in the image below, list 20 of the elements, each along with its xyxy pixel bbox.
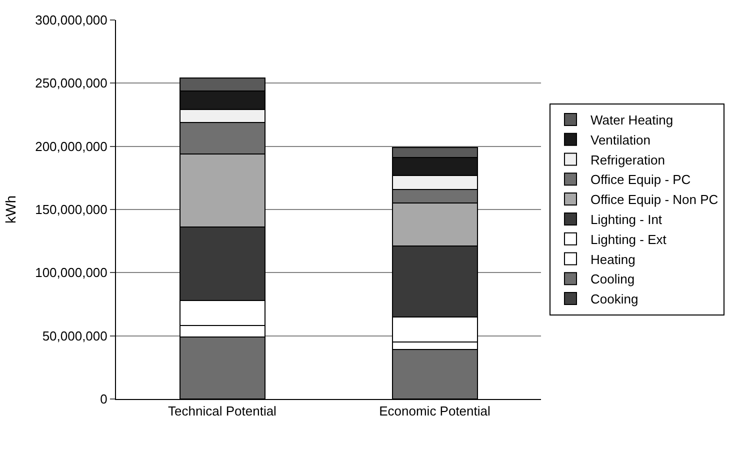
y-tick-label: 200,000,000: [35, 138, 108, 154]
legend-label: Lighting - Int: [590, 212, 662, 228]
legend-label: Cooling: [590, 272, 635, 287]
y-tick-label: 150,000,000: [35, 202, 108, 218]
legend-label: Office Equip - Non PC: [590, 192, 718, 208]
y-tick-label: 250,000,000: [35, 76, 108, 91]
y-tick-label: 300,000,000: [35, 12, 108, 28]
y-tick-label: 100,000,000: [35, 265, 108, 280]
legend-label: Heating: [590, 252, 636, 267]
y-tick-label: 50,000,000: [42, 328, 108, 344]
y-axis-title: kWh: [2, 196, 19, 224]
legend-label: Cooking: [590, 292, 638, 307]
legend-label: Ventilation: [590, 132, 650, 148]
legend-label: Refrigeration: [590, 152, 665, 168]
x-tick-label: Technical Potential: [168, 404, 277, 419]
y-tick-label: 0: [100, 392, 108, 407]
legend-label: Office Equip - PC: [590, 172, 691, 188]
legend-label: Lighting - Ext: [590, 232, 667, 247]
legend-label: Water Heating: [590, 112, 674, 128]
x-tick-label: Economic Potential: [379, 404, 490, 419]
